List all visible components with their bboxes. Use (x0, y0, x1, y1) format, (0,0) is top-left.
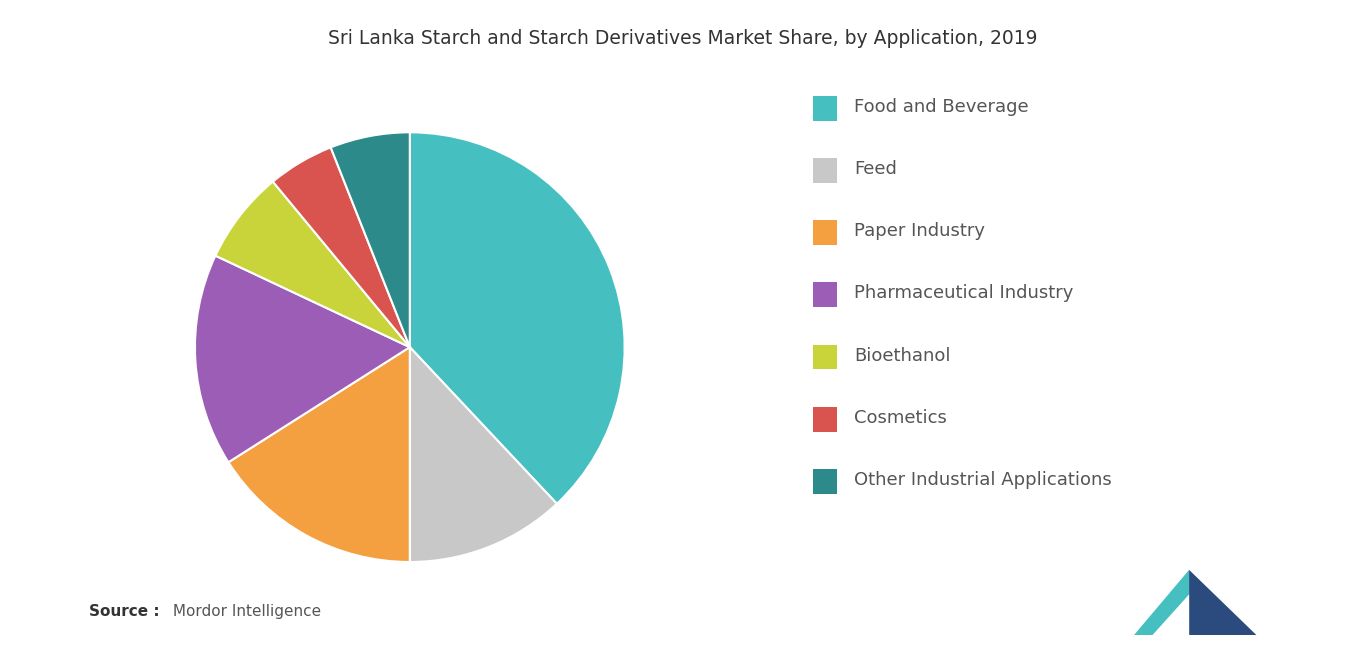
Text: Feed: Feed (854, 160, 896, 178)
Text: Mordor Intelligence: Mordor Intelligence (168, 604, 321, 619)
Text: Pharmaceutical Industry: Pharmaceutical Industry (854, 284, 1074, 303)
Wedge shape (228, 347, 410, 562)
Text: Food and Beverage: Food and Beverage (854, 98, 1029, 116)
Wedge shape (273, 147, 410, 347)
Polygon shape (1134, 570, 1188, 635)
Wedge shape (410, 347, 557, 562)
Text: Cosmetics: Cosmetics (854, 409, 947, 427)
Wedge shape (216, 181, 410, 347)
Wedge shape (195, 255, 410, 462)
Text: Sri Lanka Starch and Starch Derivatives Market Share, by Application, 2019: Sri Lanka Starch and Starch Derivatives … (328, 29, 1038, 48)
Text: Paper Industry: Paper Industry (854, 222, 985, 240)
Polygon shape (1188, 570, 1257, 635)
Text: Source :: Source : (89, 604, 160, 619)
Wedge shape (331, 132, 410, 347)
Text: Bioethanol: Bioethanol (854, 346, 951, 365)
Polygon shape (1153, 595, 1188, 635)
Text: Other Industrial Applications: Other Industrial Applications (854, 471, 1112, 489)
Wedge shape (410, 132, 624, 504)
